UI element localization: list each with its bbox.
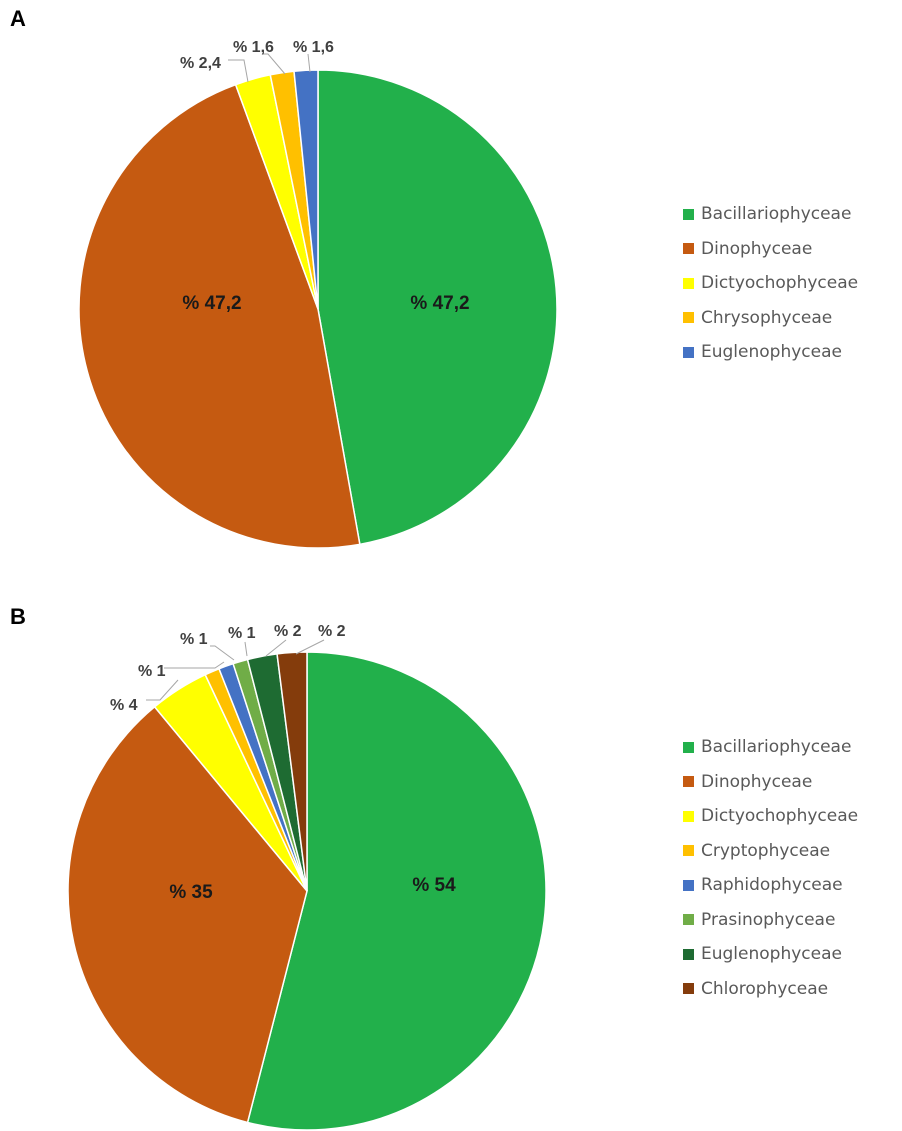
data-label: % 54 <box>412 875 456 896</box>
leader-line <box>146 679 179 701</box>
pie-slice-dinophyceae <box>78 83 361 549</box>
legend-swatch <box>683 810 694 822</box>
legend-item: Prasinophyceae <box>683 903 858 938</box>
leader-line <box>228 59 249 83</box>
legend-item: Bacillariophyceae <box>683 197 858 232</box>
data-label: % 1 <box>180 631 208 648</box>
legend-swatch <box>683 312 694 324</box>
legend-item: Chlorophyceae <box>683 972 858 1007</box>
legend-label: Cryptophyceae <box>701 840 831 861</box>
leader-line <box>210 645 235 661</box>
legend-label: Euglenophyceae <box>701 944 842 965</box>
leader-line <box>164 661 225 669</box>
leader-line <box>262 53 286 75</box>
leader-line <box>265 639 287 657</box>
panel-letter-b: B <box>10 604 26 629</box>
legend-item: Bacillariophyceae <box>683 730 858 765</box>
legend-item: Euglenophyceae <box>683 335 858 370</box>
legend-item: Dinophyceae <box>683 765 858 800</box>
legend-label: Dictyochophyceae <box>701 273 859 294</box>
legend-a: Bacillariophyceae Dinophyceae Dictyochophy… <box>683 197 858 370</box>
pie-slice-bacillariophyceae <box>317 69 558 546</box>
legend-label: Dictyochophyceae <box>701 806 859 827</box>
legend-label: Prasinophyceae <box>701 909 836 930</box>
panel-letter-a: A <box>10 6 26 31</box>
legend-item: Dictyochophyceae <box>683 266 858 301</box>
data-label: % 2 <box>318 623 346 640</box>
pie-a: % 47,2 % 47,2 % 2,4 % 1,6 % 1,6 <box>78 39 558 549</box>
legend-label: Dinophyceae <box>701 771 813 792</box>
legend-swatch <box>683 948 694 960</box>
pie-slice-bacillariophyceae <box>246 651 547 1131</box>
legend-item: Dinophyceae <box>683 232 858 267</box>
legend-item: Cryptophyceae <box>683 834 858 869</box>
legend-swatch <box>683 277 694 289</box>
data-label: % 47,2 <box>182 293 241 314</box>
legend-item: Chrysophyceae <box>683 301 858 336</box>
legend-swatch <box>683 208 694 220</box>
legend-item: Raphidophyceae <box>683 868 858 903</box>
legend-b: Bacillariophyceae Dinophyceae Dictyochophy… <box>683 730 858 1006</box>
legend-swatch <box>683 776 694 788</box>
legend-label: Chlorophyceae <box>701 978 829 999</box>
pie-slice-dinophyceae <box>67 705 308 1124</box>
data-label: % 1,6 <box>293 39 334 56</box>
legend-label: Dinophyceae <box>701 238 813 259</box>
legend-swatch <box>683 983 694 995</box>
data-label: % 35 <box>169 882 213 903</box>
data-label: % 2 <box>274 623 302 640</box>
legend-swatch <box>683 914 694 926</box>
leader-line <box>295 639 325 655</box>
data-label: % 47,2 <box>410 293 469 314</box>
legend-swatch <box>683 845 694 857</box>
data-label: % 4 <box>110 697 138 714</box>
leader-line <box>244 641 248 657</box>
legend-label: Euglenophyceae <box>701 342 842 363</box>
legend-swatch <box>683 741 694 753</box>
legend-item: Euglenophyceae <box>683 937 858 972</box>
pie-slice-chlorophyceae <box>276 651 308 892</box>
leader-line <box>307 53 311 73</box>
legend-label: Bacillariophyceae <box>701 737 852 758</box>
data-label: % 1,6 <box>233 39 274 56</box>
data-label: % 1 <box>228 625 256 642</box>
pie-slice-euglenophyceae <box>293 69 319 310</box>
legend-swatch <box>683 879 694 891</box>
data-label: % 1 <box>138 663 166 680</box>
legend-label: Chrysophyceae <box>701 307 833 328</box>
legend-label: Raphidophyceae <box>701 875 843 896</box>
data-label: % 2,4 <box>180 55 221 72</box>
legend-label: Bacillariophyceae <box>701 204 852 225</box>
legend-swatch <box>683 243 694 255</box>
legend-item: Dictyochophyceae <box>683 799 858 834</box>
pie-b: % 54% 35% 4% 1% 1% 1% 2% 2 <box>67 623 547 1131</box>
legend-swatch <box>683 346 694 358</box>
